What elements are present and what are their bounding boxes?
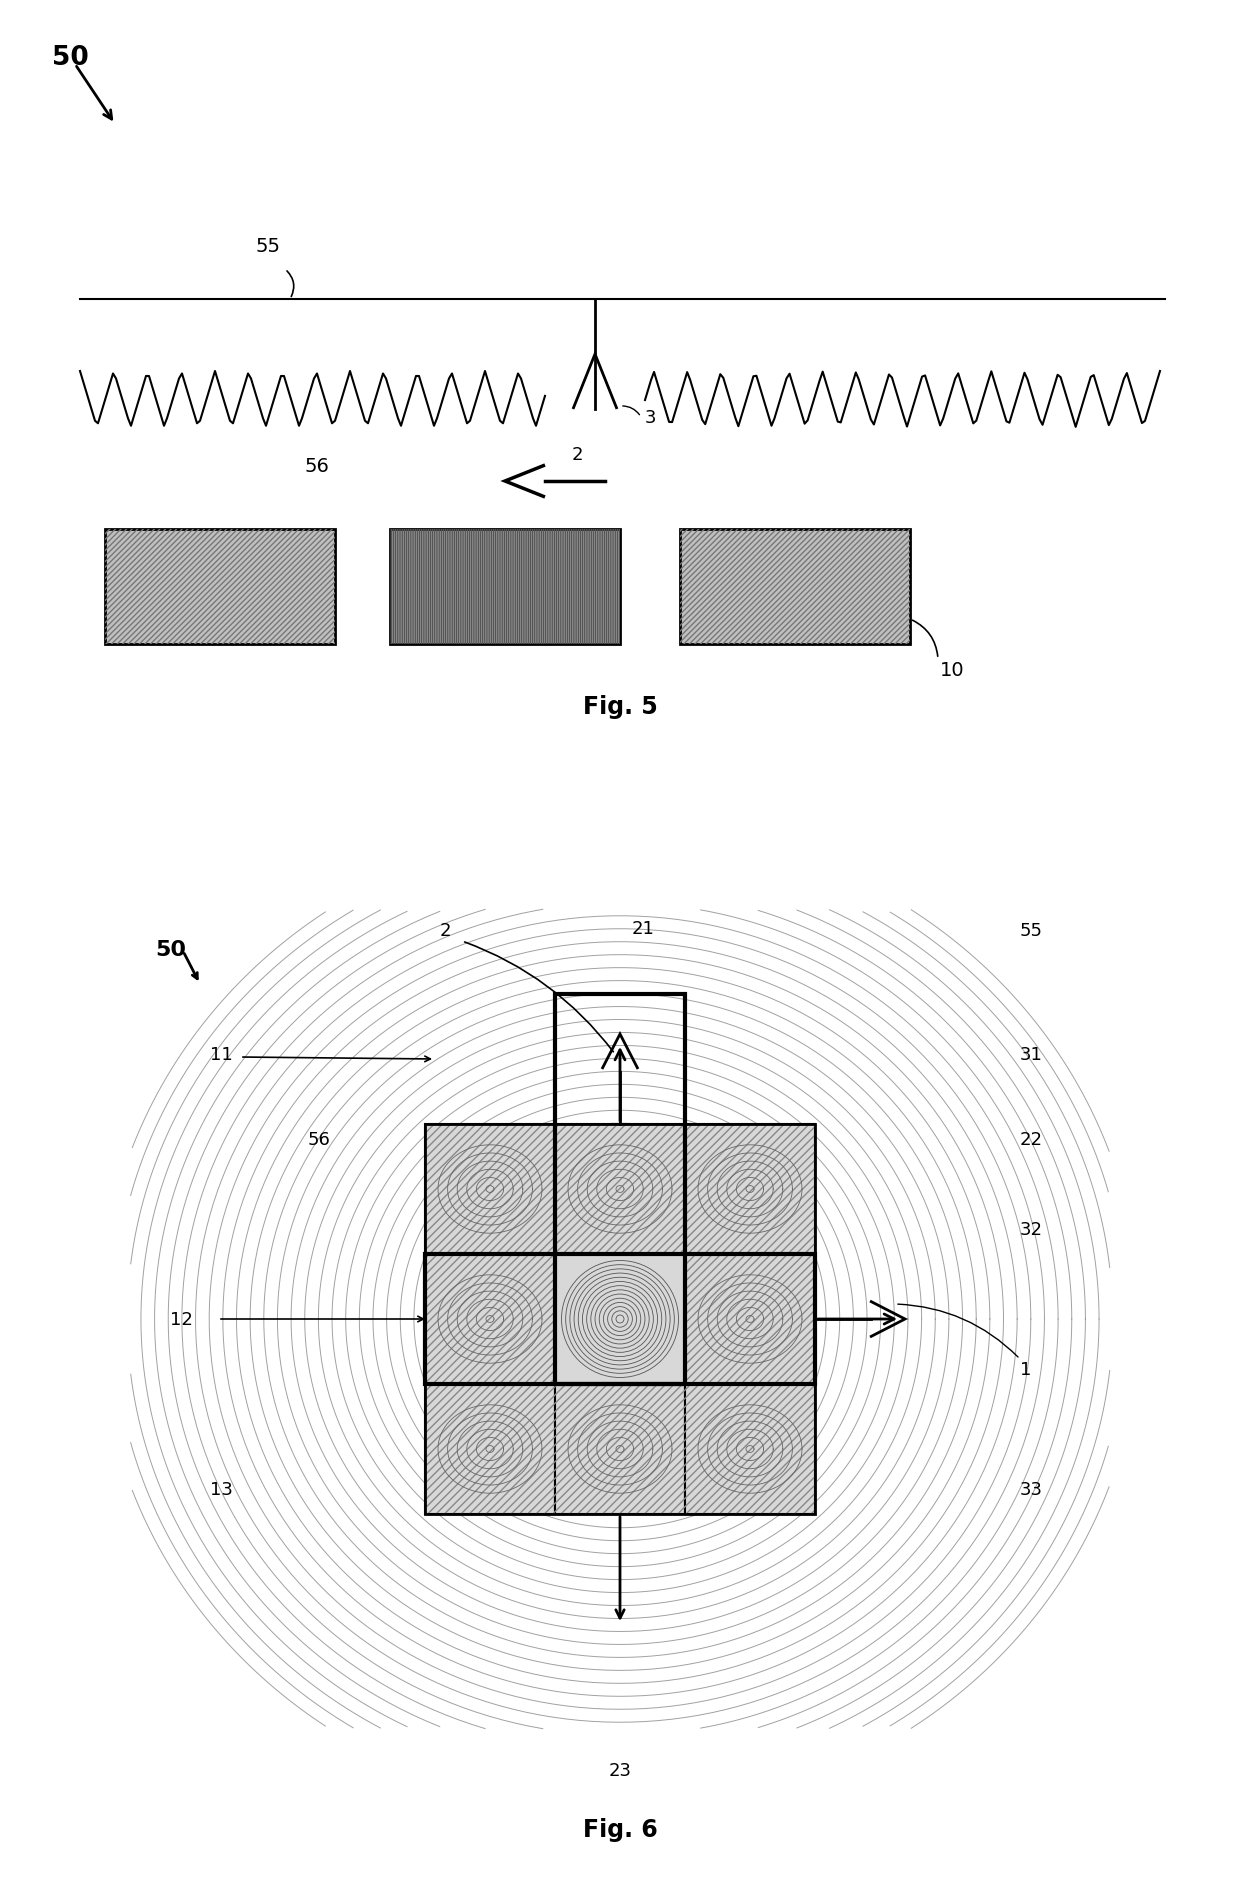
- Bar: [556, 1253, 684, 1385]
- Bar: [684, 1385, 815, 1515]
- Bar: [391, 529, 620, 646]
- Text: 1: 1: [1021, 1361, 1032, 1378]
- Bar: [680, 529, 910, 646]
- Bar: [391, 529, 620, 646]
- Text: 12: 12: [170, 1310, 193, 1329]
- Bar: [556, 994, 684, 1385]
- Text: 56: 56: [308, 1131, 331, 1148]
- Text: 11: 11: [210, 1045, 233, 1063]
- Bar: [684, 1253, 815, 1385]
- Bar: [680, 529, 910, 646]
- Bar: [684, 1253, 815, 1385]
- Text: 10: 10: [940, 661, 965, 679]
- Text: 31: 31: [1021, 1045, 1043, 1063]
- Text: 55: 55: [255, 237, 280, 256]
- Text: 22: 22: [1021, 1131, 1043, 1148]
- Text: 55: 55: [1021, 922, 1043, 939]
- Bar: [556, 1124, 684, 1253]
- Bar: [105, 529, 335, 646]
- Bar: [425, 1253, 556, 1385]
- Text: 13: 13: [210, 1481, 233, 1498]
- Text: 21: 21: [632, 920, 655, 937]
- Text: 33: 33: [1021, 1481, 1043, 1498]
- Text: Fig. 6: Fig. 6: [583, 1816, 657, 1841]
- Text: 56: 56: [305, 457, 330, 476]
- Text: 2: 2: [572, 446, 583, 463]
- Text: 3: 3: [645, 408, 656, 427]
- Text: 50: 50: [52, 45, 89, 72]
- Bar: [425, 1253, 556, 1385]
- Bar: [425, 1124, 556, 1253]
- Bar: [105, 529, 335, 646]
- Bar: [425, 1385, 556, 1515]
- Bar: [684, 1385, 815, 1515]
- Bar: [556, 1124, 684, 1253]
- Text: 23: 23: [609, 1762, 631, 1778]
- Bar: [684, 1124, 815, 1253]
- Text: 32: 32: [1021, 1220, 1043, 1238]
- Bar: [425, 1385, 556, 1515]
- Text: Fig. 5: Fig. 5: [583, 694, 657, 719]
- Bar: [425, 1124, 815, 1515]
- Bar: [556, 1385, 684, 1515]
- Text: 50: 50: [155, 939, 186, 960]
- Text: 2: 2: [440, 922, 451, 939]
- Bar: [425, 1253, 815, 1385]
- Bar: [425, 1124, 556, 1253]
- Bar: [684, 1124, 815, 1253]
- Bar: [556, 1385, 684, 1515]
